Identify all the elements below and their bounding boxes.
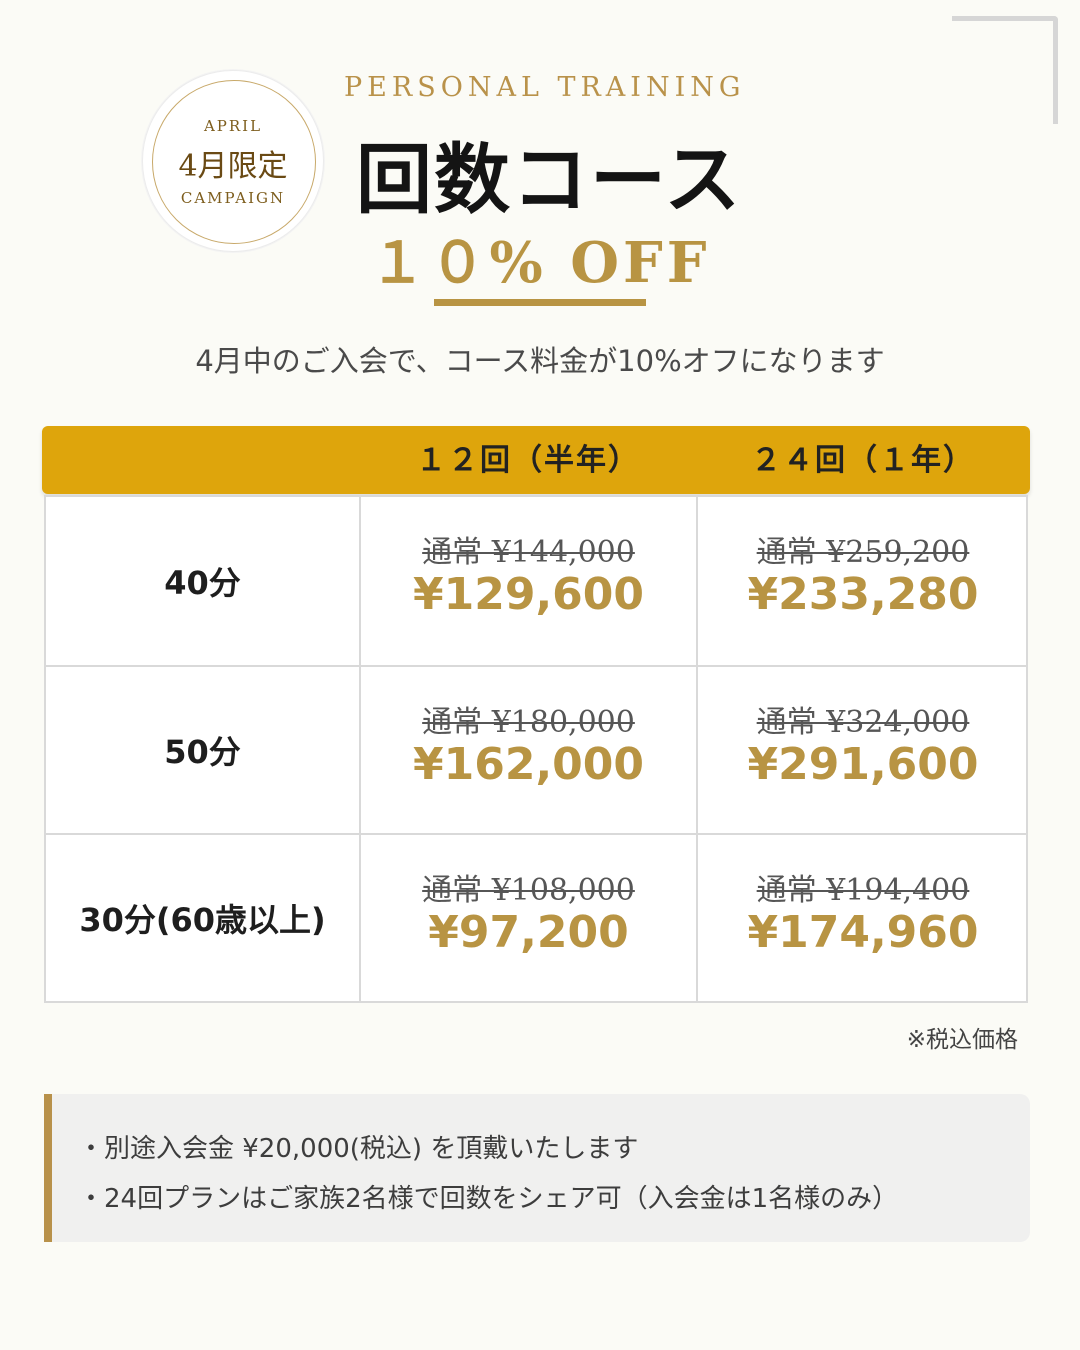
price-cell: 通常 ¥259,200 ¥233,280 — [698, 497, 1028, 665]
badge-campaign-label: CAMPAIGN — [180, 189, 286, 207]
table-row: 40分 通常 ¥144,000 ¥129,600 通常 ¥259,200 ¥23… — [46, 497, 1026, 665]
price-cell: 通常 ¥324,000 ¥291,600 — [698, 667, 1028, 833]
row-label: 50分 — [46, 667, 361, 833]
note-family-share: ・24回プランはご家族2名様で回数をシェア可（入会金は1名様のみ） — [78, 1184, 899, 1214]
sale-price: ¥174,960 — [747, 907, 979, 958]
price-cell: 通常 ¥194,400 ¥174,960 — [698, 835, 1028, 1001]
price-table: 40分 通常 ¥144,000 ¥129,600 通常 ¥259,200 ¥23… — [44, 495, 1028, 1003]
tax-included-note: ※税込価格 — [906, 1027, 1018, 1053]
campaign-description: 4月中のご入会で、コース料金が10%オフになります — [195, 344, 885, 378]
regular-price: 通常 ¥144,000 — [422, 535, 635, 570]
discount-label: １０% OFF — [369, 230, 711, 296]
badge-month-label: APRIL — [203, 117, 263, 135]
badge-ring — [152, 80, 316, 244]
sale-price: ¥291,600 — [747, 739, 979, 790]
regular-price: 通常 ¥180,000 — [422, 705, 635, 740]
regular-price: 通常 ¥259,200 — [756, 535, 970, 570]
table-row: 50分 通常 ¥180,000 ¥162,000 通常 ¥324,000 ¥29… — [46, 665, 1026, 833]
corner-bracket-decoration — [952, 16, 1058, 124]
note-enrollment-fee: ・別途入会金 ¥20,000(税込) を頂戴いたします — [78, 1134, 639, 1164]
sale-price: ¥129,600 — [412, 569, 645, 620]
regular-price: 通常 ¥108,000 — [422, 873, 635, 908]
price-cell: 通常 ¥180,000 ¥162,000 — [361, 667, 698, 833]
sale-price: ¥162,000 — [412, 739, 645, 790]
sale-price: ¥97,200 — [428, 907, 629, 958]
eyebrow-text: PERSONAL TRAINING — [344, 72, 746, 103]
sale-price: ¥233,280 — [747, 569, 979, 620]
column-header-24-sessions: ２４回（１年） — [751, 443, 975, 478]
page-title: 回数コース — [356, 135, 743, 224]
campaign-badge: APRIL 4月限定 CAMPAIGN — [142, 70, 324, 252]
badge-main-label: 4月限定 — [178, 149, 288, 184]
table-row: 30分(60歳以上) 通常 ¥108,000 ¥97,200 通常 ¥194,4… — [46, 833, 1026, 1001]
regular-price: 通常 ¥324,000 — [756, 705, 970, 740]
notes-box: ・別途入会金 ¥20,000(税込) を頂戴いたします ・24回プランはご家族2… — [44, 1094, 1030, 1242]
discount-underline — [434, 299, 646, 306]
price-cell: 通常 ¥108,000 ¥97,200 — [361, 835, 698, 1001]
row-label: 40分 — [46, 497, 361, 665]
column-header-12-sessions: １２回（半年） — [416, 443, 640, 478]
row-label: 30分(60歳以上) — [46, 835, 361, 1001]
price-cell: 通常 ¥144,000 ¥129,600 — [361, 497, 698, 665]
regular-price: 通常 ¥194,400 — [756, 873, 970, 908]
price-table-header: １２回（半年） ２４回（１年） — [42, 426, 1030, 494]
